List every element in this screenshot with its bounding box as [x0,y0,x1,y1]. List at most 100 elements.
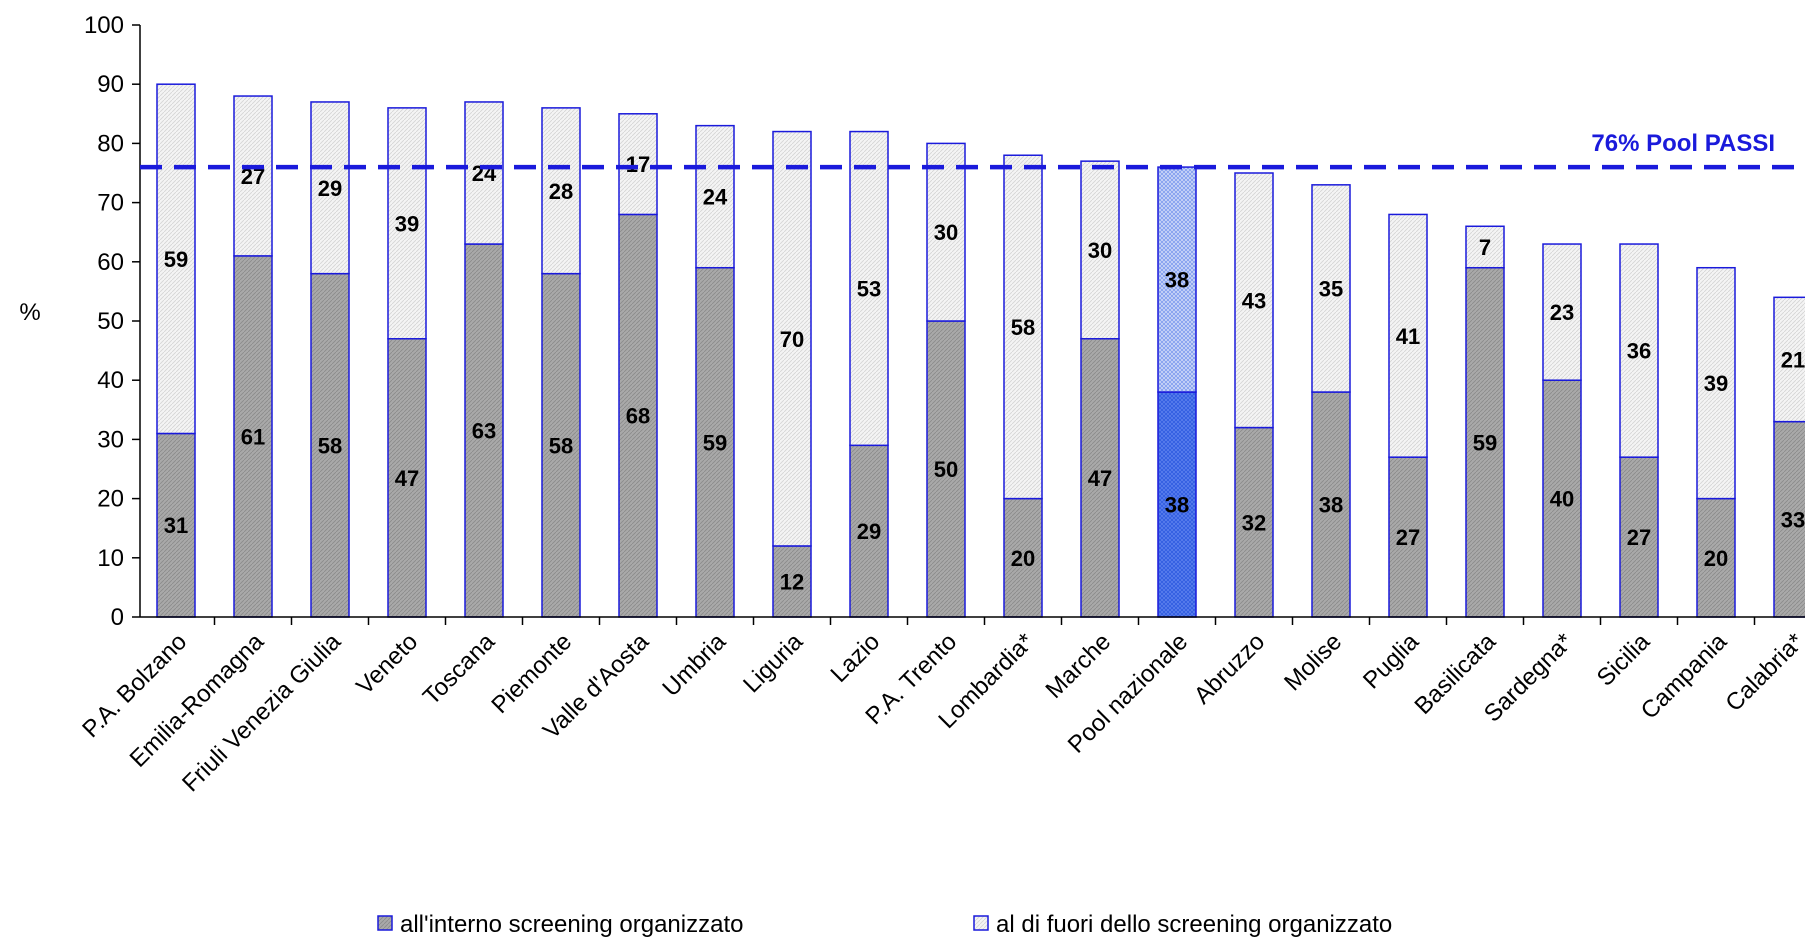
legend-label-outside: al di fuori dello screening organizzato [996,911,1392,938]
bar-outside [541,107,581,275]
legend-swatch-inside [377,915,393,931]
value-label-outside: 59 [164,247,188,272]
bar-outside [1696,266,1736,500]
bar-outside [464,101,504,245]
value-label-outside: 35 [1319,276,1343,301]
value-label-inside: 58 [549,433,573,458]
bar-inside [541,272,581,618]
value-label-inside: 47 [395,466,419,491]
bar-inside [1157,391,1197,618]
value-label-inside: 12 [780,569,804,594]
value-label-outside: 53 [857,276,881,301]
y-tick-label: 10 [97,545,124,572]
x-category-label: Emilia-Romagna [125,628,270,773]
value-label-outside: 23 [1550,300,1574,325]
x-category-label: Marche [1041,628,1117,704]
value-label-inside: 61 [241,424,265,449]
bar-outside [1003,154,1043,500]
y-tick-label: 80 [97,130,124,157]
bars [156,83,1805,618]
y-tick-label: 90 [97,71,124,98]
bar-inside [156,432,196,618]
bar-inside [387,338,427,618]
x-category-label: Veneto [351,628,423,700]
bar-inside [1003,497,1043,618]
value-label-outside: 41 [1396,324,1420,349]
bar-outside [695,124,735,269]
x-category-label: Molise [1279,628,1347,696]
reference-line-label: 76% Pool PASSI [1591,130,1775,157]
bar-outside [156,83,196,435]
value-label-inside: 59 [703,430,727,455]
value-labels: 31 59 61 27 58 29 47 39 63 24 58 28 68 17 59 24 12 70 29 53… [164,152,1805,594]
value-label-inside: 58 [318,433,342,458]
bar-inside [1080,338,1120,618]
bar-outside [1619,243,1659,458]
y-tick-label: 70 [97,190,124,217]
bar-outside [1080,160,1120,340]
x-category-label: Umbria [657,628,731,702]
value-label-inside: 20 [1011,546,1035,571]
bar-outside [1234,172,1274,429]
value-label-inside: 29 [857,519,881,544]
bar-outside [1465,225,1505,269]
y-axis: 0 10 20 30 40 50 60 70 80 90 100 [84,12,141,631]
value-label-outside: 39 [1704,371,1728,396]
value-label-outside: 36 [1627,339,1651,364]
bar-inside [772,545,812,618]
y-tick-label: 30 [97,426,124,453]
value-label-outside: 21 [1781,347,1805,372]
bar-inside [849,444,889,618]
legend: all'interno screening organizzato al di f… [377,911,1392,938]
bar-outside [926,142,966,322]
value-label-outside: 28 [549,179,573,204]
value-label-inside: 38 [1165,493,1189,518]
value-label-outside: 24 [703,185,728,210]
value-label-inside: 31 [164,513,188,538]
value-label-inside: 38 [1319,493,1343,518]
value-label-outside: 38 [1165,268,1189,293]
bar-outside [387,107,427,340]
value-label-inside: 40 [1550,487,1574,512]
bar-outside [1311,184,1351,393]
x-category-label: Campania [1636,628,1733,725]
bar-outside [1388,213,1428,458]
x-category-label: Puglia [1358,628,1425,695]
legend-swatch-outside [973,915,989,931]
value-label-inside: 27 [1396,525,1420,550]
y-tick-label: 50 [97,308,124,335]
y-tick-label: 60 [97,249,124,276]
y-axis-label: % [19,299,40,326]
y-tick-label: 40 [97,367,124,394]
value-label-outside: 30 [1088,238,1112,263]
value-label-inside: 50 [934,457,958,482]
x-category-label: Abruzzo [1189,628,1270,709]
value-label-inside: 33 [1781,507,1805,532]
y-tick-label: 20 [97,486,124,513]
reference-line-group: 76% Pool PASSI [140,130,1805,170]
bar-outside [310,101,350,275]
bar-outside [1157,166,1197,393]
value-label-inside: 63 [472,419,496,444]
y-tick-label: 0 [111,604,124,631]
y-tick-label: 100 [84,12,124,39]
bar-inside [1619,456,1659,618]
value-label-inside: 59 [1473,430,1497,455]
value-label-outside: 39 [395,211,419,236]
value-label-inside: 47 [1088,466,1112,491]
x-category-label: Calabria* [1720,628,1805,717]
value-label-inside: 27 [1627,525,1651,550]
bar-inside [1542,379,1582,618]
value-label-outside: 70 [780,327,804,352]
bar-outside [1542,243,1582,381]
bar-outside [233,95,273,257]
value-label-outside: 7 [1479,235,1491,260]
x-category-label: Sicilia [1592,628,1656,692]
x-category-label: Liguria [738,628,808,698]
x-category-label: Lazio [826,628,886,688]
value-label-outside: 30 [934,220,958,245]
bar-outside [849,130,889,447]
bar-outside [772,130,812,547]
bar-outside [1773,296,1805,423]
